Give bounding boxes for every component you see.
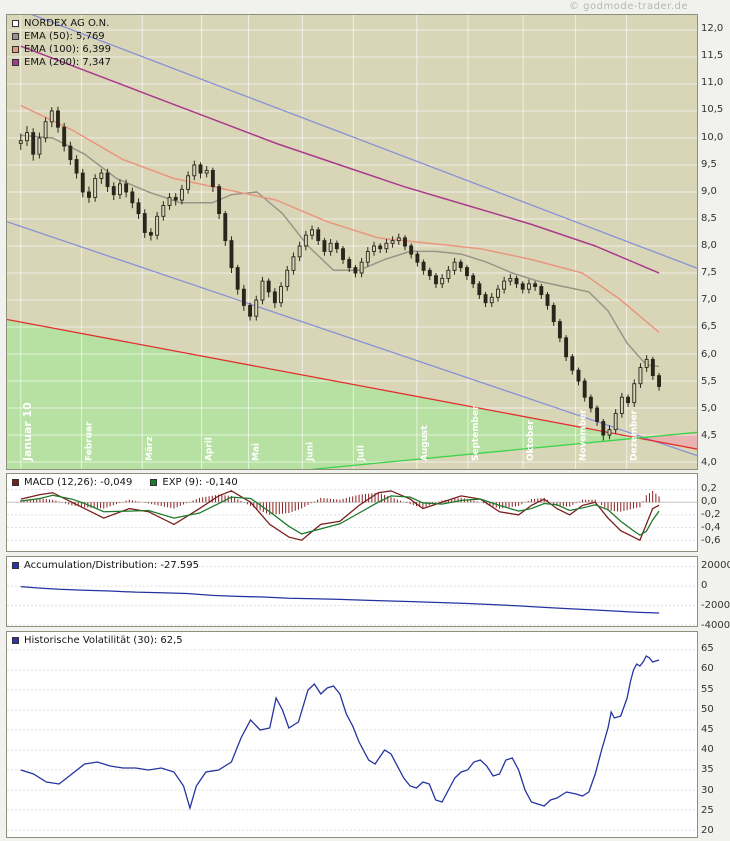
macd-legend: MACD (12,26): -0,049 EXP (9): -0,140 bbox=[12, 476, 238, 489]
y-axis-label: 11,5 bbox=[701, 50, 724, 62]
volatility-y-axis: 65 60 55 50 45 40 35 30 25 20 bbox=[701, 631, 730, 838]
y-axis-label: 20000 bbox=[701, 560, 730, 571]
y-axis-label: 10,5 bbox=[701, 104, 724, 116]
y-axis-label: -0,2 bbox=[701, 508, 721, 520]
legend-label-ema200: EMA (200): 7,347 bbox=[24, 57, 112, 68]
y-axis-label: 5,0 bbox=[701, 402, 717, 414]
y-axis-label: 7,5 bbox=[701, 267, 717, 279]
legend-item-ema100: EMA (100): 6,399 bbox=[12, 43, 111, 56]
volatility-chart bbox=[7, 649, 697, 831]
candlestick-chart: Januar 10 Februar März April Mai Juni Juli Augu… bbox=[7, 15, 697, 469]
site-watermark: © godmode-trader.de bbox=[569, 1, 688, 12]
y-axis-label: -0,4 bbox=[701, 521, 721, 533]
x-axis-month-label: September bbox=[471, 405, 481, 461]
ema100-swatch bbox=[12, 46, 19, 53]
y-axis-label: 9,5 bbox=[701, 158, 717, 170]
y-axis-label: 60 bbox=[701, 663, 714, 675]
macd-chart bbox=[7, 489, 697, 542]
y-axis-label: -20000 bbox=[701, 600, 730, 611]
y-axis-label: -40000 bbox=[701, 620, 730, 631]
y-axis-label: 0 bbox=[701, 580, 708, 591]
y-axis-label: 6,5 bbox=[701, 321, 717, 333]
y-axis-label: 45 bbox=[701, 723, 714, 735]
legend-item-volatility: Historische Volatilität (30): 62,5 bbox=[12, 634, 183, 647]
y-axis-label: 8,5 bbox=[701, 212, 717, 224]
legend-label-price: NORDEX AG O.N. bbox=[24, 18, 110, 29]
y-axis-label: 25 bbox=[701, 804, 714, 816]
legend-item-price: NORDEX AG O.N. bbox=[12, 17, 111, 30]
volatility-legend: Historische Volatilität (30): 62,5 bbox=[12, 634, 183, 647]
y-axis-label: 65 bbox=[701, 643, 714, 655]
price-chart-legend: NORDEX AG O.N. EMA (50): 5,769 EMA (100)… bbox=[12, 17, 111, 69]
x-axis-month-label: April bbox=[205, 437, 215, 461]
x-axis-month-label: November bbox=[579, 409, 589, 461]
y-axis-label: 55 bbox=[701, 683, 714, 695]
y-axis-label: 0,0 bbox=[701, 495, 717, 507]
x-axis-month-label: Februar bbox=[84, 421, 94, 461]
legend-label-ema100: EMA (100): 6,399 bbox=[24, 44, 112, 55]
accumulation-distribution-chart bbox=[7, 566, 697, 626]
legend-label-macd: MACD (12,26): -0,049 bbox=[24, 477, 133, 488]
ad-swatch bbox=[12, 562, 19, 569]
y-axis-label: 10,0 bbox=[701, 131, 724, 143]
y-axis-label: 8,0 bbox=[701, 240, 717, 251]
y-axis-label: 6,0 bbox=[701, 348, 717, 360]
legend-label-ad: Accumulation/Distribution: -27.595 bbox=[24, 560, 199, 571]
y-axis-label: 9,0 bbox=[701, 185, 717, 197]
y-axis-label: 12,0 bbox=[701, 23, 724, 35]
y-axis-label: 0,2 bbox=[701, 482, 717, 494]
x-axis-month-label: Oktober bbox=[526, 420, 536, 461]
ema200-swatch bbox=[12, 59, 19, 66]
accumulation-distribution-panel: Accumulation/Distribution: -27.595 bbox=[6, 556, 698, 627]
y-axis-label: 11,0 bbox=[701, 77, 724, 89]
price-y-axis: 12,0 11,5 11,0 10,5 10,0 9,5 9,0 8,5 8,0 7,5 7,0 6,… bbox=[701, 14, 730, 470]
ema50-swatch bbox=[12, 33, 19, 40]
legend-item-exp: EXP (9): -0,140 bbox=[150, 476, 238, 489]
y-axis-label: 30 bbox=[701, 784, 714, 796]
legend-item-macd: MACD (12,26): -0,049 bbox=[12, 476, 132, 489]
ad-legend: Accumulation/Distribution: -27.595 bbox=[12, 559, 199, 572]
macd-y-axis: 0,2 0,0 -0,2 -0,4 -0,6 bbox=[701, 473, 730, 552]
macd-swatch bbox=[12, 479, 19, 486]
price-chart-panel: Januar 10 Februar März April Mai Juni Juli Augu… bbox=[6, 14, 698, 470]
y-axis-label: 35 bbox=[701, 764, 714, 776]
y-axis-label: 7,0 bbox=[701, 294, 717, 306]
legend-item-ad: Accumulation/Distribution: -27.595 bbox=[12, 559, 199, 572]
y-axis-label: 4,0 bbox=[701, 457, 717, 468]
x-axis-month-label: Juli bbox=[356, 445, 366, 462]
legend-item-ema200: EMA (200): 7,347 bbox=[12, 56, 111, 69]
legend-item-ema50: EMA (50): 5,769 bbox=[12, 30, 111, 43]
price-series-swatch bbox=[12, 20, 19, 27]
y-axis-label: -0,6 bbox=[701, 534, 721, 546]
macd-panel: MACD (12,26): -0,049 EXP (9): -0,140 bbox=[6, 473, 698, 552]
legend-label-exp: EXP (9): -0,140 bbox=[162, 477, 238, 488]
legend-label-ema50: EMA (50): 5,769 bbox=[24, 31, 105, 42]
y-axis-label: 5,5 bbox=[701, 375, 717, 387]
x-axis-month-label: Dezember bbox=[630, 409, 640, 461]
y-axis-label: 40 bbox=[701, 744, 714, 756]
volatility-swatch bbox=[12, 637, 19, 644]
x-axis-month-label: Juni bbox=[305, 442, 315, 462]
x-axis-month-label: August bbox=[420, 425, 430, 461]
volatility-panel: Historische Volatilität (30): 62,5 bbox=[6, 631, 698, 838]
x-axis-month-label: Januar 10 bbox=[21, 402, 34, 462]
legend-label-volatility: Historische Volatilität (30): 62,5 bbox=[24, 635, 183, 646]
ad-y-axis: 20000 0 -20000 -40000 bbox=[701, 556, 730, 631]
x-axis-month-label: März bbox=[145, 436, 155, 461]
y-axis-label: 50 bbox=[701, 703, 714, 715]
x-axis-month-label: Mai bbox=[251, 443, 261, 461]
y-axis-label: 20 bbox=[701, 824, 714, 836]
y-axis-label: 4,5 bbox=[701, 429, 717, 441]
exp-swatch bbox=[150, 479, 158, 486]
